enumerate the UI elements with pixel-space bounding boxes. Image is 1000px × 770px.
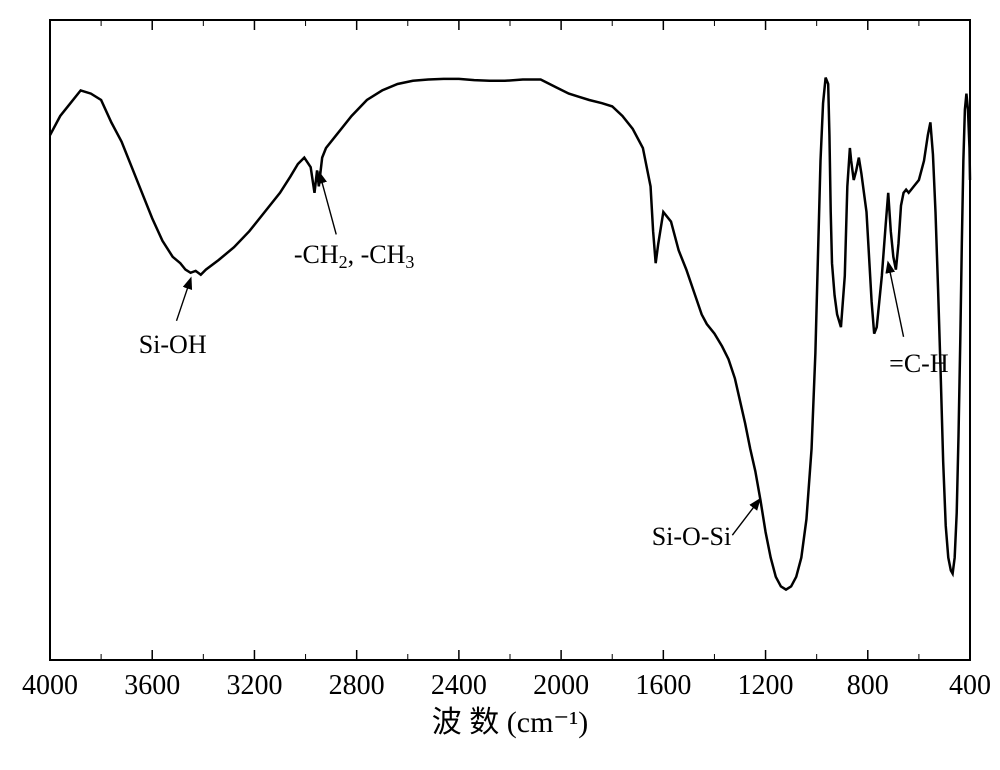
annotation-arrow-ch2-ch3 [320,174,337,235]
annotation-arrow-si-o-si [732,500,759,535]
x-tick-label: 800 [847,670,889,701]
annotation-arrow-si-oh [177,279,191,321]
x-tick-label: 4000 [22,670,78,701]
annotation-label-eq-c-h: =C-H [889,349,949,378]
ftir-chart-container: 4000 3600 3200 2800 2400 2000 1600 1200 800 400 波 … [0,0,1000,770]
x-tick-label: 2400 [431,670,487,701]
x-tick-label: 3200 [226,670,282,701]
annotation-arrow-eq-c-h [888,263,903,337]
x-tick-label: 400 [949,670,991,701]
x-tick-label: 3600 [124,670,180,701]
annotation-label-si-oh: Si-OH [139,330,207,359]
x-axis-label: 波 数 (cm⁻¹) [432,706,588,739]
x-tick-label: 1600 [635,670,691,701]
annotation-label-si-o-si: Si-O-Si [652,522,731,551]
x-tick-label: 2800 [329,670,385,701]
ftir-spectrum-chart: 4000 3600 3200 2800 2400 2000 1600 1200 800 400 波 … [0,0,1000,770]
x-tick-label: 2000 [533,670,589,701]
x-tick-label: 1200 [738,670,794,701]
annotation-label-ch2-ch3: -CH2, -CH3 [294,240,415,272]
